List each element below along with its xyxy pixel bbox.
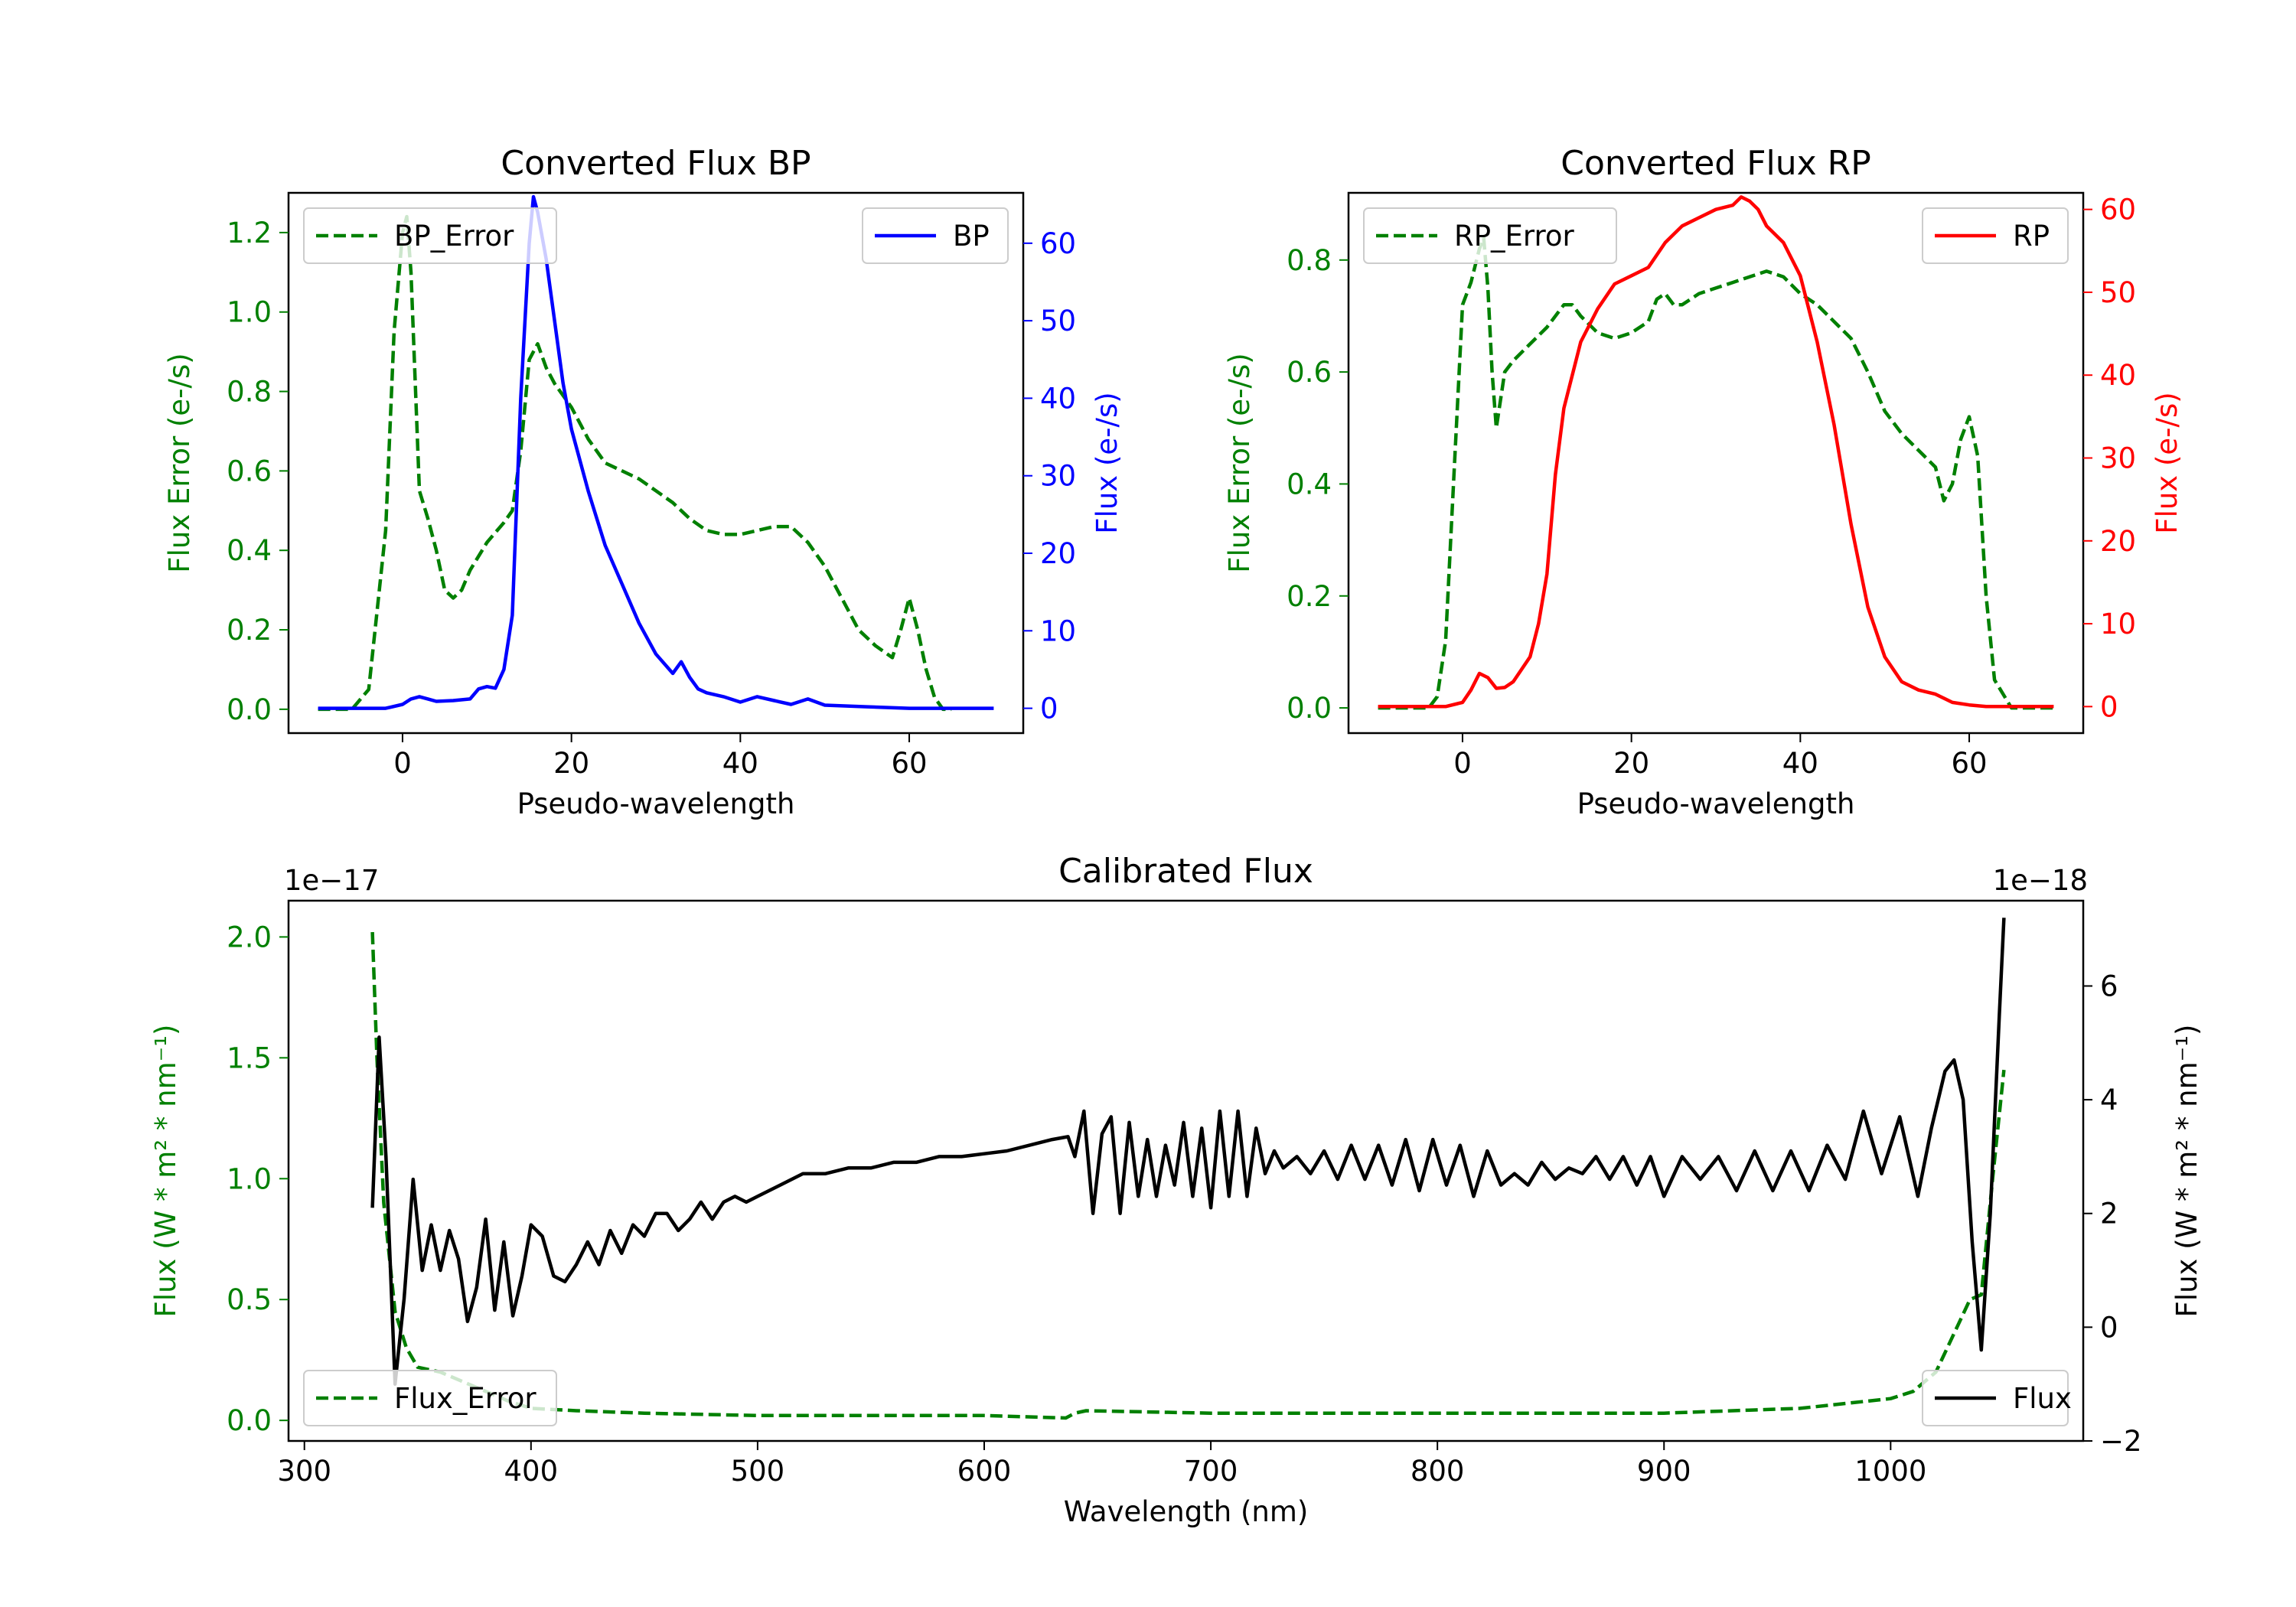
y-left-tick-label: 0.8 — [227, 376, 272, 409]
legend-label: RP_Error — [1454, 220, 1574, 253]
y-right-tick-label: 0 — [1040, 693, 1058, 725]
y-right-tick-label: 10 — [1040, 614, 1076, 647]
axes-frame — [1347, 191, 2085, 735]
x-axis-label: Pseudo-wavelength — [517, 787, 795, 820]
series-line-flux — [370, 918, 2006, 1386]
x-tick-label: 600 — [957, 1455, 1012, 1488]
y-left-offset-text: 1e−17 — [284, 864, 379, 897]
y-left-tick-label: 0.6 — [1287, 356, 1332, 389]
y-right-tick-label: 20 — [2100, 525, 2136, 558]
x-tick-label: 0 — [393, 747, 412, 780]
y-left-tick-label: 0.0 — [227, 693, 272, 726]
y-left-axis-label: Flux Error (e-/s) — [1223, 353, 1256, 572]
x-tick-label: 900 — [1637, 1455, 1691, 1488]
x-axis-label: Pseudo-wavelength — [1577, 787, 1855, 820]
x-axis-label: Wavelength (nm) — [1064, 1495, 1309, 1528]
x-tick-label: 300 — [277, 1455, 331, 1488]
axes-frame — [287, 899, 2085, 1442]
y-left-tick-label: 0.5 — [227, 1283, 272, 1316]
y-right-tick-label: −2 — [2100, 1425, 2142, 1458]
y-right-axis-label: Flux (W * m² * nm⁻¹) — [2170, 1025, 2203, 1318]
x-tick-label: 60 — [891, 747, 927, 780]
y-left-tick-label: 0.0 — [1287, 692, 1332, 725]
y-left-tick-label: 0.2 — [1287, 580, 1332, 613]
y-left-axis-label: Flux Error (e-/s) — [163, 353, 196, 572]
legend-bp-error: BP_Error — [303, 207, 557, 264]
y-left-tick-label: 0.6 — [227, 455, 272, 487]
y-right-tick-label: 0 — [2100, 1311, 2118, 1344]
legend-label: Flux_Error — [394, 1382, 536, 1415]
legend-rp-error: RP_Error — [1363, 207, 1617, 264]
x-tick-label: 20 — [553, 747, 589, 780]
legend-label: Flux — [2013, 1382, 2072, 1415]
legend-box — [303, 1370, 557, 1426]
x-tick-label: 1000 — [1854, 1455, 1926, 1488]
x-tick-label: 400 — [504, 1455, 558, 1488]
x-tick-label: 500 — [731, 1455, 785, 1488]
x-tick-label: 20 — [1613, 747, 1649, 780]
y-right-tick-label: 10 — [2100, 608, 2136, 641]
legend-flux: Flux — [1922, 1370, 2072, 1426]
y-right-tick-label: 20 — [1040, 537, 1076, 570]
x-tick-label: 60 — [1951, 747, 1987, 780]
y-right-tick-label: 30 — [1040, 460, 1076, 493]
y-right-tick-label: 6 — [2100, 970, 2118, 1002]
y-left-tick-label: 2.0 — [227, 921, 272, 953]
y-right-offset-text: 1e−18 — [1993, 864, 2088, 897]
legend-label: BP — [953, 220, 990, 253]
y-right-tick-label: 40 — [1040, 382, 1076, 415]
panels: 0 20 40 600.00.20.40.60.81.01.2010203040506… — [149, 144, 2203, 1528]
y-left-tick-label: 1.2 — [227, 217, 272, 249]
y-left-tick-label: 1.0 — [227, 1162, 272, 1195]
y-left-tick-label: 0.2 — [227, 614, 272, 647]
legend-label: RP — [2013, 220, 2050, 253]
legend-rp: RP — [1922, 207, 2069, 264]
y-left-tick-label: 1.0 — [227, 296, 272, 329]
y-right-tick-label: 60 — [1040, 227, 1076, 260]
series-line-bp — [318, 194, 994, 710]
chart-title: Converted Flux BP — [501, 144, 810, 183]
x-tick-label: 40 — [1782, 747, 1818, 780]
y-right-tick-label: 50 — [1040, 305, 1076, 337]
legend-flux-error: Flux_Error — [303, 1370, 557, 1426]
series-line-rp — [1378, 195, 2054, 709]
y-right-axis-label: Flux (e-/s) — [2151, 392, 2183, 533]
y-left-tick-label: 0.8 — [1287, 244, 1332, 277]
y-right-tick-label: 4 — [2100, 1084, 2118, 1116]
legend-box — [1363, 207, 1617, 264]
y-right-tick-label: 40 — [2100, 359, 2136, 392]
x-tick-label: 40 — [722, 747, 758, 780]
y-left-tick-label: 0.4 — [1287, 468, 1332, 500]
x-tick-label: 800 — [1411, 1455, 1465, 1488]
y-right-tick-label: 30 — [2100, 442, 2136, 475]
legend-box — [303, 207, 557, 264]
legend-label: BP_Error — [394, 220, 514, 253]
chart-title: Calibrated Flux — [1058, 852, 1313, 891]
y-right-tick-label: 60 — [2100, 194, 2136, 227]
y-left-tick-label: 1.5 — [227, 1041, 272, 1074]
y-left-tick-label: 0.4 — [227, 534, 272, 567]
y-right-tick-label: 0 — [2100, 690, 2118, 723]
panel-bp: 0 20 40 60 0.0 0.2 0.4 0.6 0.8 1.0 1.2 0 10 20 30 40 50 6… — [163, 144, 1124, 820]
x-tick-label: 0 — [1453, 747, 1472, 780]
panel-cal: 300 400 500 600 700 800 900 1000 0.0 0.5 1.0 1.5 2.0… — [149, 852, 2203, 1528]
y-right-tick-label: 50 — [2100, 276, 2136, 309]
y-left-tick-label: 0.0 — [227, 1404, 272, 1437]
x-tick-label: 700 — [1184, 1455, 1238, 1488]
axes-frame — [287, 191, 1025, 735]
y-left-axis-label: Flux (W * m² * nm⁻¹) — [149, 1025, 182, 1318]
series-line-bp-error — [318, 214, 952, 712]
chart-title: Converted Flux RP — [1561, 144, 1871, 183]
y-right-tick-label: 2 — [2100, 1198, 2118, 1231]
panel-rp: 0 20 40 60 0.0 0.2 0.4 0.6 0.8 0 10 20 30 40 50 60 Conve… — [1223, 144, 2183, 820]
y-right-axis-label: Flux (e-/s) — [1091, 392, 1124, 533]
legend-bp: BP — [862, 207, 1009, 264]
